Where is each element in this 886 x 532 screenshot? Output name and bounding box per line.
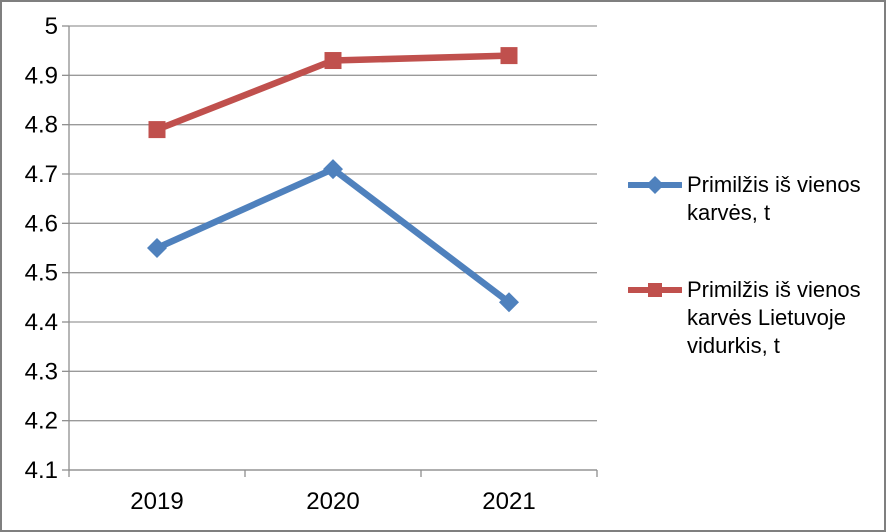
y-tick-label: 4.5 (25, 260, 58, 287)
legend-key-red-line-square-icon (628, 283, 682, 297)
legend-key-diamond (646, 176, 664, 194)
x-tick-label: 2019 (130, 488, 183, 515)
y-tick-label: 4.3 (25, 358, 58, 385)
legend-label-series-2: Primilžis iš vienos karvės Lietuvoje vid… (687, 277, 861, 358)
legend-key-blue-line-diamond-icon (628, 176, 682, 194)
series-1-diamond-marker (323, 159, 343, 180)
legend-item-primilzis-lietuvoje-vidurkis: Primilžis iš vienos karvės Lietuvoje vid… (628, 276, 882, 360)
x-tick-label: 2021 (482, 488, 535, 515)
y-tick-label: 4.4 (25, 309, 58, 336)
series-1-diamond-marker (147, 238, 167, 258)
series-1-diamond-marker (499, 292, 519, 313)
series-line-1 (153, 165, 513, 306)
y-tick-label: 4.7 (25, 161, 58, 188)
chart-legend: Primilžis iš vienos karvės, t Primilžis … (628, 171, 882, 360)
legend-label-series-1: Primilžis iš vienos karvės, t (687, 172, 861, 225)
y-tick-label: 4.9 (25, 62, 58, 89)
y-tick-label: 4.1 (25, 457, 58, 484)
series-2-square-marker (148, 121, 166, 139)
y-tick-label: 4.6 (25, 210, 58, 237)
legend-item-primilzis-karves: Primilžis iš vienos karvės, t (628, 171, 882, 227)
x-tick-label: 2020 (306, 488, 359, 515)
legend-key-square (648, 283, 662, 297)
series-2-square-marker (324, 52, 342, 70)
series-2-square-marker (500, 47, 518, 65)
y-tick-label: 5 (45, 13, 58, 40)
y-tick-label: 4.2 (25, 408, 58, 435)
y-tick-label: 4.8 (25, 112, 58, 139)
